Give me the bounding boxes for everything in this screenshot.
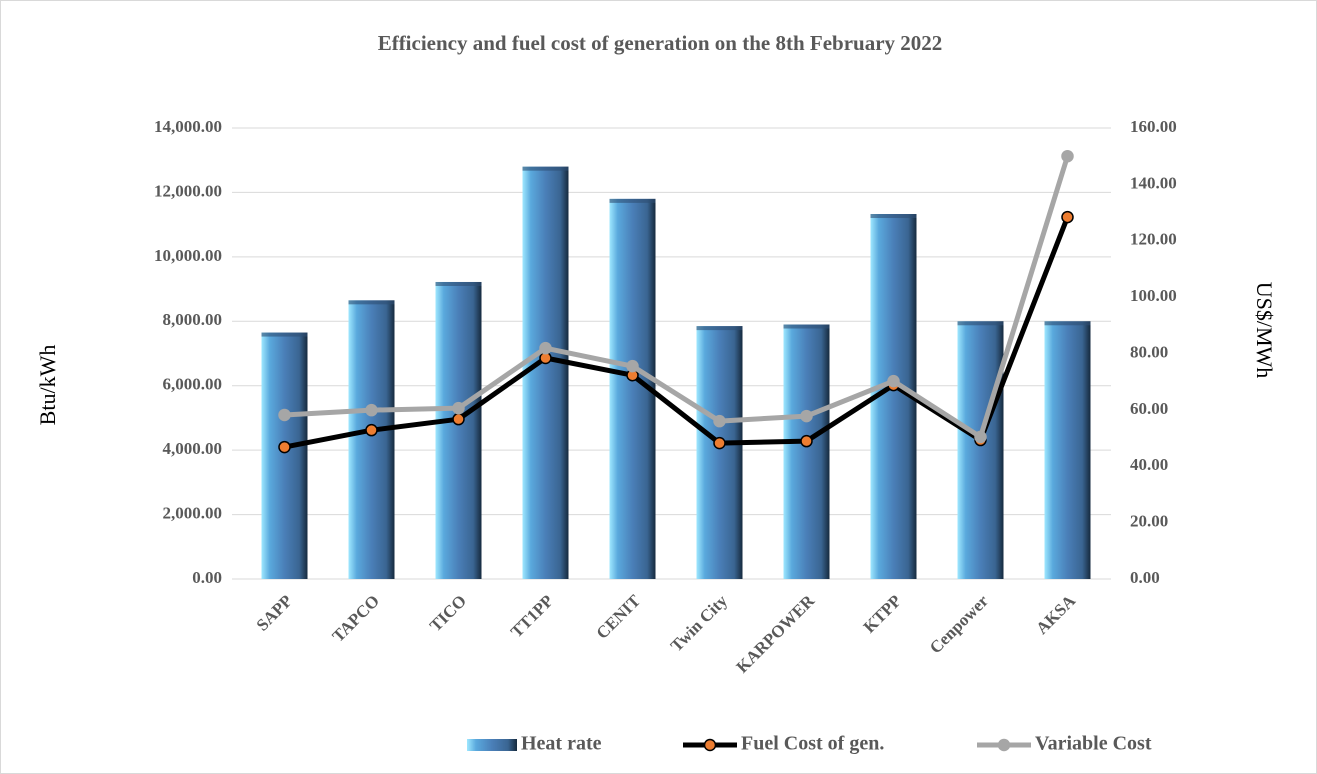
marker — [800, 409, 813, 423]
bar-top — [522, 166, 569, 171]
bar-top — [609, 198, 656, 203]
marker — [539, 341, 552, 355]
marker — [626, 359, 639, 373]
line — [284, 216, 1070, 450]
y-tick-label: 8,000.00 — [163, 310, 223, 329]
bar — [957, 321, 1004, 579]
marker — [452, 401, 465, 415]
y-tick-label: 2,000.00 — [163, 503, 223, 522]
marker — [365, 423, 378, 437]
marker — [1061, 210, 1074, 224]
bar — [1044, 321, 1091, 579]
y-tick-label: 12,000.00 — [154, 181, 222, 200]
y2-tick-label: 100.00 — [1130, 286, 1177, 305]
marker — [800, 434, 813, 448]
marker — [713, 436, 726, 450]
y2-tick-label: 60.00 — [1130, 399, 1168, 418]
marker — [1061, 149, 1074, 163]
y2-tick-label: 80.00 — [1130, 342, 1168, 361]
y2-tick-label: 40.00 — [1130, 455, 1168, 474]
bar — [435, 281, 482, 579]
bar-top — [696, 326, 743, 331]
y2-tick-label: 160.00 — [1130, 117, 1177, 136]
y2-tick-label: 0.00 — [1130, 568, 1160, 587]
y-tick-label: 0.00 — [192, 568, 222, 587]
bar — [783, 324, 830, 579]
chart-title: Efficiency and fuel cost of generation o… — [378, 31, 943, 55]
bar-top — [783, 324, 830, 329]
line — [284, 155, 1070, 440]
y-tick-label: 4,000.00 — [163, 439, 223, 458]
legend-label: Fuel Cost of gen. — [741, 733, 884, 755]
bar-top — [870, 214, 917, 219]
legend-swatch — [467, 739, 517, 751]
marker — [974, 430, 987, 444]
y2-axis-label: US$/MWh — [1252, 282, 1277, 379]
bar — [696, 326, 743, 579]
legend-marker — [703, 738, 717, 752]
marker — [365, 403, 378, 417]
marker — [887, 374, 900, 388]
legend-label: Heat rate — [521, 733, 602, 755]
y-tick-label: 6,000.00 — [163, 375, 223, 394]
bar-top — [435, 281, 482, 286]
y-tick-label: 14,000.00 — [154, 117, 222, 136]
bar-top — [1044, 321, 1091, 326]
bar — [261, 332, 308, 579]
bar-top — [348, 300, 395, 305]
marker — [452, 412, 465, 426]
y-tick-label: 10,000.00 — [154, 246, 222, 265]
legend-label: Variable Cost — [1035, 733, 1152, 755]
marker — [278, 408, 291, 422]
legend-marker — [997, 738, 1011, 752]
y-axis-label: Btu/kWh — [35, 345, 60, 426]
marker — [278, 440, 291, 454]
bar-top — [957, 321, 1004, 326]
y2-tick-label: 140.00 — [1130, 173, 1177, 192]
y2-tick-label: 120.00 — [1130, 230, 1177, 249]
bar — [522, 166, 569, 579]
bar-top — [261, 332, 308, 337]
bar — [348, 300, 395, 579]
marker — [713, 414, 726, 428]
y2-tick-label: 20.00 — [1130, 512, 1168, 531]
